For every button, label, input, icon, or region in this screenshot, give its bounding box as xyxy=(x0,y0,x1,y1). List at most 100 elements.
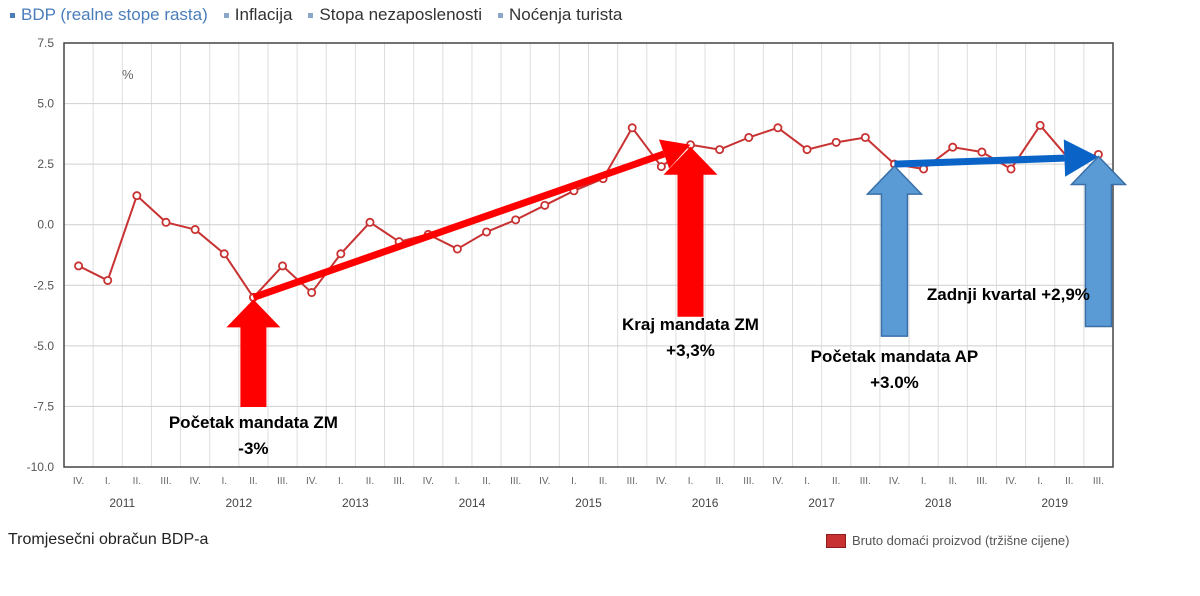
x-tick-label: IV. xyxy=(189,476,200,487)
x-tick-label: I. xyxy=(338,476,344,487)
x-tick-label: II. xyxy=(715,476,723,487)
x-tick-label: I. xyxy=(105,476,111,487)
data-point xyxy=(1035,120,1045,130)
annotation-arrow-start-zm xyxy=(226,299,281,407)
blue-trend-arrow-shaft xyxy=(894,154,1065,168)
data-point xyxy=(948,142,958,152)
y-tick-label: -7.5 xyxy=(33,399,54,413)
x-tick-label: IV. xyxy=(889,476,900,487)
year-label: 2017 xyxy=(808,496,835,510)
tab-label: Noćenja turista xyxy=(508,5,623,24)
unit-label: % xyxy=(122,67,134,82)
x-tick-label: I. xyxy=(688,476,694,487)
tab-label: Inflacija xyxy=(234,5,293,24)
annotation-text-start-zm: Početak mandata ZM xyxy=(169,413,338,432)
year-label: 2011 xyxy=(109,496,135,510)
x-tick-label: III. xyxy=(976,476,987,487)
y-tick-label: -10.0 xyxy=(27,460,55,474)
x-tick-label: III. xyxy=(860,476,871,487)
x-tick-label: I. xyxy=(804,476,810,487)
data-point xyxy=(773,123,783,133)
x-tick-label: IV. xyxy=(423,476,434,487)
data-point xyxy=(74,261,84,271)
x-tick-label: II. xyxy=(366,476,374,487)
tab-label: Stopa nezaposlenosti xyxy=(319,5,482,24)
x-tick-label: III. xyxy=(510,476,521,487)
legend-swatch xyxy=(826,533,846,548)
year-label: 2013 xyxy=(342,496,369,510)
year-label: 2019 xyxy=(1041,496,1068,510)
x-tick-label: I. xyxy=(571,476,577,487)
x-tick-label: II. xyxy=(832,476,840,487)
data-point xyxy=(744,132,754,142)
data-point xyxy=(977,147,987,157)
data-point xyxy=(190,225,200,235)
annotation-arrow-start-ap xyxy=(865,165,924,337)
x-tick-label: I. xyxy=(221,476,227,487)
year-label: 2016 xyxy=(692,496,719,510)
year-label: 2012 xyxy=(225,496,252,510)
year-label: 2018 xyxy=(925,496,952,510)
x-tick-label: II. xyxy=(1065,476,1073,487)
x-tick-label: III. xyxy=(277,476,288,487)
data-point xyxy=(365,217,375,227)
x-tick-label: IV. xyxy=(656,476,667,487)
y-tick-label: 5.0 xyxy=(37,97,54,111)
data-point xyxy=(452,244,462,254)
tab-nocenja[interactable]: Noćenja turista xyxy=(497,5,623,25)
y-tick-label: 2.5 xyxy=(37,157,54,171)
chart-legend[interactable]: Bruto domaći proizvod (tržišne cijene) xyxy=(826,533,1069,548)
x-tick-label: II. xyxy=(949,476,957,487)
tab-bdp[interactable]: BDP (realne stope rasta) xyxy=(10,5,208,25)
x-tick-label: II. xyxy=(599,476,607,487)
data-point xyxy=(132,191,142,201)
x-tick-label: III. xyxy=(160,476,171,487)
data-point xyxy=(831,137,841,147)
annotation-text-end-zm: Kraj mandata ZM xyxy=(622,315,759,334)
x-tick-label: IV. xyxy=(772,476,783,487)
data-point xyxy=(482,227,492,237)
red-trend-arrow-shaft xyxy=(252,150,666,301)
y-tick-label: -2.5 xyxy=(33,278,54,292)
y-tick-label: -5.0 xyxy=(33,339,54,353)
bullet-icon xyxy=(497,12,503,18)
data-point xyxy=(1006,164,1016,174)
data-point xyxy=(511,215,521,225)
annotation-arrow-end-zm xyxy=(663,146,718,317)
tab-nezaposlenost[interactable]: Stopa nezaposlenosti xyxy=(308,5,482,25)
data-point xyxy=(715,145,725,155)
annotation-text-start-ap: +3.0% xyxy=(870,373,919,392)
tab-inflacija[interactable]: Inflacija xyxy=(223,5,293,25)
plot-frame xyxy=(63,42,1114,468)
y-tick-label: 7.5 xyxy=(37,36,54,50)
year-label: 2015 xyxy=(575,496,602,510)
data-point xyxy=(802,145,812,155)
x-tick-label: III. xyxy=(1093,476,1104,487)
data-point xyxy=(161,217,171,227)
red-trend-arrow-head xyxy=(658,139,691,169)
x-tick-label: I. xyxy=(455,476,461,487)
data-point xyxy=(540,200,550,210)
x-tick-label: I. xyxy=(1037,476,1043,487)
chart-footer-title: Tromjesečni obračun BDP-a xyxy=(8,531,209,548)
data-point xyxy=(307,288,317,298)
x-tick-label: III. xyxy=(627,476,638,487)
chart-tabs: BDP (realne stope rasta) Inflacija Stopa… xyxy=(10,3,638,27)
x-tick-label: IV. xyxy=(1005,476,1016,487)
annotation-text-end-zm: +3,3% xyxy=(666,341,715,360)
annotation-arrow-last-quarter xyxy=(1069,155,1128,328)
x-tick-label: II. xyxy=(133,476,141,487)
data-point xyxy=(656,162,666,172)
data-point xyxy=(278,261,288,271)
x-tick-label: IV. xyxy=(73,476,84,487)
x-tick-label: III. xyxy=(394,476,405,487)
annotation-text-start-zm: -3% xyxy=(238,439,268,458)
x-tick-label: I. xyxy=(921,476,927,487)
x-tick-label: II. xyxy=(482,476,490,487)
tab-label: BDP (realne stope rasta) xyxy=(21,5,208,24)
x-tick-label: III. xyxy=(743,476,754,487)
y-tick-label: 0.0 xyxy=(37,218,54,232)
data-point xyxy=(860,132,870,142)
x-tick-label: IV. xyxy=(306,476,317,487)
